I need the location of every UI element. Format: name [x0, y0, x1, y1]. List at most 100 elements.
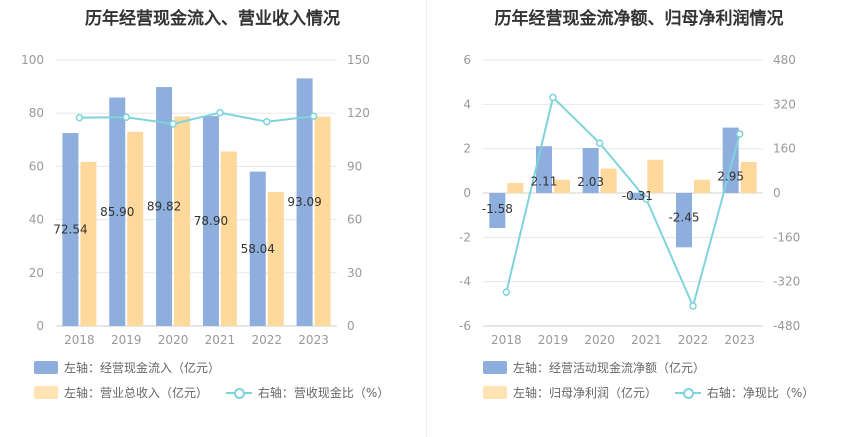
legend-row: 左轴：营业总收入（亿元） 右轴：营收现金比（%） [34, 384, 403, 401]
left-chart-svg: 0 20 40 60 80 100 0 30 60 90 120 150 2018 2019 2020 202… [21, 53, 370, 347]
legend-label: 左轴：经营活动现金流净额（亿元） [513, 361, 706, 375]
bar-series-1 [676, 193, 692, 248]
bar-series-2 [80, 161, 97, 326]
legend-item[interactable]: 右轴：净现比（%） [674, 384, 815, 401]
legend-item[interactable]: 右轴：营收现金比（%） [225, 384, 390, 401]
y-left-tick-label: 2 [463, 142, 471, 156]
legend-label: 左轴：经营现金流入（亿元） [64, 361, 221, 375]
legend-label: 右轴：净现比（%） [706, 386, 815, 400]
legend-item[interactable]: 左轴：营业总收入（亿元） [34, 384, 208, 401]
legend-item[interactable]: 左轴：归母净利润（亿元） [483, 384, 657, 401]
right-chart-panel: 历年经营现金流净额、归母净利润情况 -6 -4 -2 0 2 4 6 -480 -320 -160… [428, 0, 850, 437]
y-left-tick-label: 4 [463, 97, 471, 111]
right-chart-svg: -6 -4 -2 0 2 4 6 -480 -320 -160 0 160 320 480 2018 2019… [459, 53, 800, 347]
x-tick-label: 2018 [491, 333, 522, 347]
y-left-tick-label: -2 [459, 230, 471, 244]
line-point [263, 117, 271, 126]
line-point [75, 113, 84, 122]
bar-series-1 [722, 127, 739, 193]
legend-item[interactable]: 左轴：经营现金流入（亿元） [34, 359, 220, 376]
y-right-tick-label: 0 [347, 319, 355, 333]
bar-series-1 [202, 116, 219, 326]
bar-series-1 [62, 133, 79, 326]
y-left-tick-label: -4 [459, 275, 471, 289]
line-point [642, 195, 651, 203]
y-left-tick-label: 0 [463, 186, 471, 200]
legend-swatch [483, 386, 507, 399]
y-right-tick-label: -160 [773, 230, 800, 244]
left-chart-panel: 历年经营现金流入、营业收入情况 0 20 40 60 80 100 0 30 60 90 120 15… [21, 9, 403, 401]
x-tick-label: 2023 [724, 333, 755, 347]
bar-series-2 [267, 191, 284, 326]
x-tick-label: 2021 [631, 333, 662, 347]
legend-row: 左轴：归母净利润（亿元） 右轴：净现比（%） [483, 384, 828, 401]
x-tick-label: 2020 [158, 333, 189, 347]
bar-series-1 [536, 146, 552, 193]
y-right-tick-label: 0 [773, 186, 781, 200]
bar-series-1 [296, 78, 313, 326]
bar-series-1 [249, 171, 266, 326]
line-series [505, 95, 741, 310]
line-point [169, 120, 177, 128]
legend-label: 右轴：营收现金比（%） [257, 386, 390, 400]
y-right-tick-label: 320 [773, 97, 796, 111]
x-tick-label: 2019 [538, 333, 569, 347]
legend-swatch [674, 386, 701, 399]
data-label: -0.31 [622, 189, 653, 203]
bar-series-1 [156, 87, 173, 326]
x-tick-label: 2022 [678, 333, 709, 347]
y-left-tick-label: 6 [463, 53, 471, 67]
data-label: -2.45 [668, 210, 699, 224]
chart-title: 历年经营现金流净额、归母净利润情况 [494, 9, 784, 29]
x-tick-label: 2019 [111, 333, 142, 347]
y-right-tick-label: 160 [773, 142, 796, 156]
panel-divider [426, 0, 427, 437]
bar-series-2 [220, 151, 237, 326]
legend-row: 左轴：经营活动现金流净额（亿元） [483, 359, 719, 376]
bar-series-2 [507, 183, 524, 193]
y-left-tick-label: 100 [21, 53, 44, 67]
bar-series-2 [554, 179, 570, 193]
legend-label: 左轴：营业总收入（亿元） [64, 386, 209, 400]
y-right-tick-label: -480 [773, 319, 800, 333]
legend-swatch [225, 386, 252, 399]
line-point [735, 130, 744, 138]
line-series [79, 111, 314, 125]
y-right-tick-label: 150 [347, 53, 370, 67]
x-tick-label: 2023 [298, 333, 329, 347]
data-label: 58.04 [241, 242, 275, 256]
x-tick-label: 2022 [251, 333, 282, 347]
x-tick-label: 2018 [64, 333, 95, 347]
y-left-tick-label: 80 [29, 106, 44, 120]
data-label: 2.11 [531, 174, 558, 188]
chart-title: 历年经营现金流入、营业收入情况 [85, 9, 340, 29]
bar-series-2 [647, 159, 664, 193]
y-left-tick-label: 40 [29, 213, 44, 227]
y-left-tick-label: 0 [36, 319, 44, 333]
legend-item[interactable]: 左轴：经营活动现金流净额（亿元） [483, 359, 705, 376]
line-point [595, 139, 604, 147]
bar-series-2 [127, 131, 144, 326]
data-label: 2.95 [717, 170, 744, 184]
y-right-tick-label: -320 [773, 275, 800, 289]
y-right-tick-label: 90 [347, 159, 362, 173]
y-left-tick-label: 60 [29, 159, 44, 173]
line-point [122, 113, 130, 122]
data-label: 78.90 [194, 214, 228, 228]
bar-series-2 [740, 161, 757, 193]
legend-label: 左轴：归母净利润（亿元） [513, 386, 658, 400]
bar-series-2 [694, 179, 710, 193]
legend-swatch [483, 361, 507, 374]
legend-row: 左轴：经营现金流入（亿元） [34, 359, 234, 376]
bar-series-1 [582, 148, 599, 193]
bar-series-1 [489, 193, 506, 229]
line-point [689, 302, 697, 310]
legend-swatch [34, 386, 58, 399]
data-label: 72.54 [53, 223, 87, 237]
line-point [309, 112, 318, 120]
bar-series-2 [314, 116, 331, 327]
line-point [216, 108, 224, 117]
y-left-tick-label: 20 [29, 266, 44, 280]
y-right-tick-label: 480 [773, 53, 796, 67]
y-right-tick-label: 120 [347, 106, 370, 120]
